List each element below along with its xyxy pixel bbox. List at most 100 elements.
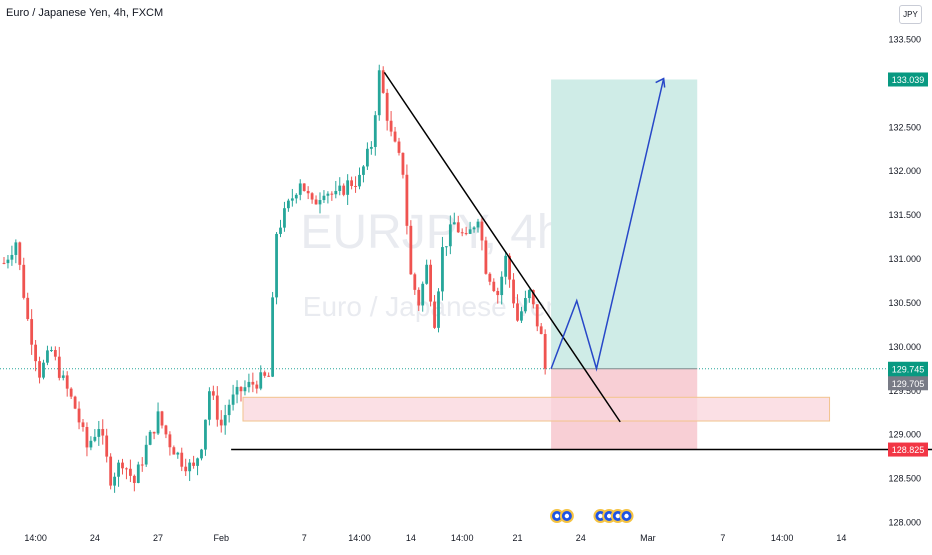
arrow-head <box>655 77 666 88</box>
candle <box>464 226 468 236</box>
candle <box>314 195 318 205</box>
candle <box>366 142 369 170</box>
candle <box>488 272 492 286</box>
candle <box>227 399 231 423</box>
candle <box>460 228 464 237</box>
candle <box>437 288 440 333</box>
candle <box>105 428 109 463</box>
candle <box>69 387 73 399</box>
candle <box>136 461 140 484</box>
candle <box>26 292 30 321</box>
candle <box>539 322 543 335</box>
candle <box>445 246 448 256</box>
svg-text:129.705: 129.705 <box>892 379 925 389</box>
chart-title: Euro / Japanese Yen, 4h, FXCM <box>6 7 164 19</box>
candle <box>496 287 500 304</box>
projection-path[interactable] <box>550 78 665 372</box>
candle <box>93 429 97 443</box>
candle <box>468 221 472 235</box>
candle <box>223 404 227 435</box>
candle <box>172 445 176 455</box>
candle <box>113 472 116 493</box>
candle <box>77 401 81 430</box>
candle <box>65 371 69 397</box>
event-icon[interactable] <box>550 509 564 523</box>
candle <box>176 451 180 459</box>
candle <box>211 385 215 401</box>
candle <box>358 167 361 190</box>
candle <box>81 418 85 432</box>
candle <box>330 191 334 201</box>
candle <box>350 176 353 190</box>
candle <box>543 329 547 375</box>
currency-button[interactable]: JPY <box>899 5 922 24</box>
demand-zone[interactable] <box>242 396 831 422</box>
events-layer <box>550 509 634 523</box>
candle <box>441 236 444 301</box>
candle <box>184 458 188 476</box>
candle <box>393 126 397 143</box>
candle <box>259 365 263 391</box>
candle <box>200 448 203 461</box>
candle <box>30 309 34 355</box>
candle <box>290 188 294 207</box>
candle <box>302 183 306 192</box>
candle <box>401 152 405 179</box>
last-price-tag: 129.745 <box>888 361 928 376</box>
candle <box>50 346 53 353</box>
candle <box>231 384 235 411</box>
candle <box>101 419 105 445</box>
candle <box>73 395 77 410</box>
time-tick-label: 7 <box>302 533 307 543</box>
candle <box>38 356 41 384</box>
svg-text:133.039: 133.039 <box>892 75 925 85</box>
candle <box>255 380 259 394</box>
candle <box>46 345 49 366</box>
candle <box>500 271 504 305</box>
time-tick-label: 21 <box>512 533 522 543</box>
candle <box>417 287 421 311</box>
bid-price-tag: 129.705 <box>888 376 928 391</box>
event-icon[interactable] <box>559 509 574 523</box>
time-tick-label: 14:00 <box>771 533 794 543</box>
candle <box>89 436 93 451</box>
candle <box>235 380 239 404</box>
time-tick-label: 24 <box>90 533 100 543</box>
candle <box>334 180 338 199</box>
time-tick-label: 14:00 <box>451 533 474 543</box>
candle <box>117 459 120 487</box>
time-tick-label: 14:00 <box>24 533 47 543</box>
candle <box>283 201 286 232</box>
candle <box>121 458 124 475</box>
candle <box>354 176 357 193</box>
drawings-layer <box>231 71 932 451</box>
price-tick-label: 133.500 <box>888 35 921 45</box>
candle <box>271 291 274 378</box>
target-zone[interactable] <box>551 79 698 369</box>
candle <box>338 177 342 196</box>
candle <box>310 192 314 204</box>
time-axis[interactable]: 14:00 24 27 Feb 7 14:00 14 14:00 21 24 Mar 7 14:00 14 <box>24 533 846 543</box>
time-tick-label: Mar <box>640 533 656 543</box>
candle <box>85 422 89 457</box>
candle <box>61 370 65 381</box>
price-tick-label: 132.500 <box>888 122 921 132</box>
candle <box>448 215 452 255</box>
candle <box>247 373 251 393</box>
candle <box>152 431 156 440</box>
time-tick-label: 24 <box>576 533 586 543</box>
candle <box>397 137 401 156</box>
price-tick-label: 128.500 <box>888 474 921 484</box>
candle <box>535 304 539 332</box>
candle <box>2 257 6 265</box>
svg-text:128.825: 128.825 <box>892 445 925 455</box>
candle <box>42 359 45 380</box>
candle <box>160 410 164 429</box>
candle <box>275 232 278 305</box>
candle <box>6 254 10 269</box>
event-icon[interactable] <box>619 509 634 523</box>
candle <box>196 457 199 476</box>
trendline[interactable] <box>383 71 621 423</box>
